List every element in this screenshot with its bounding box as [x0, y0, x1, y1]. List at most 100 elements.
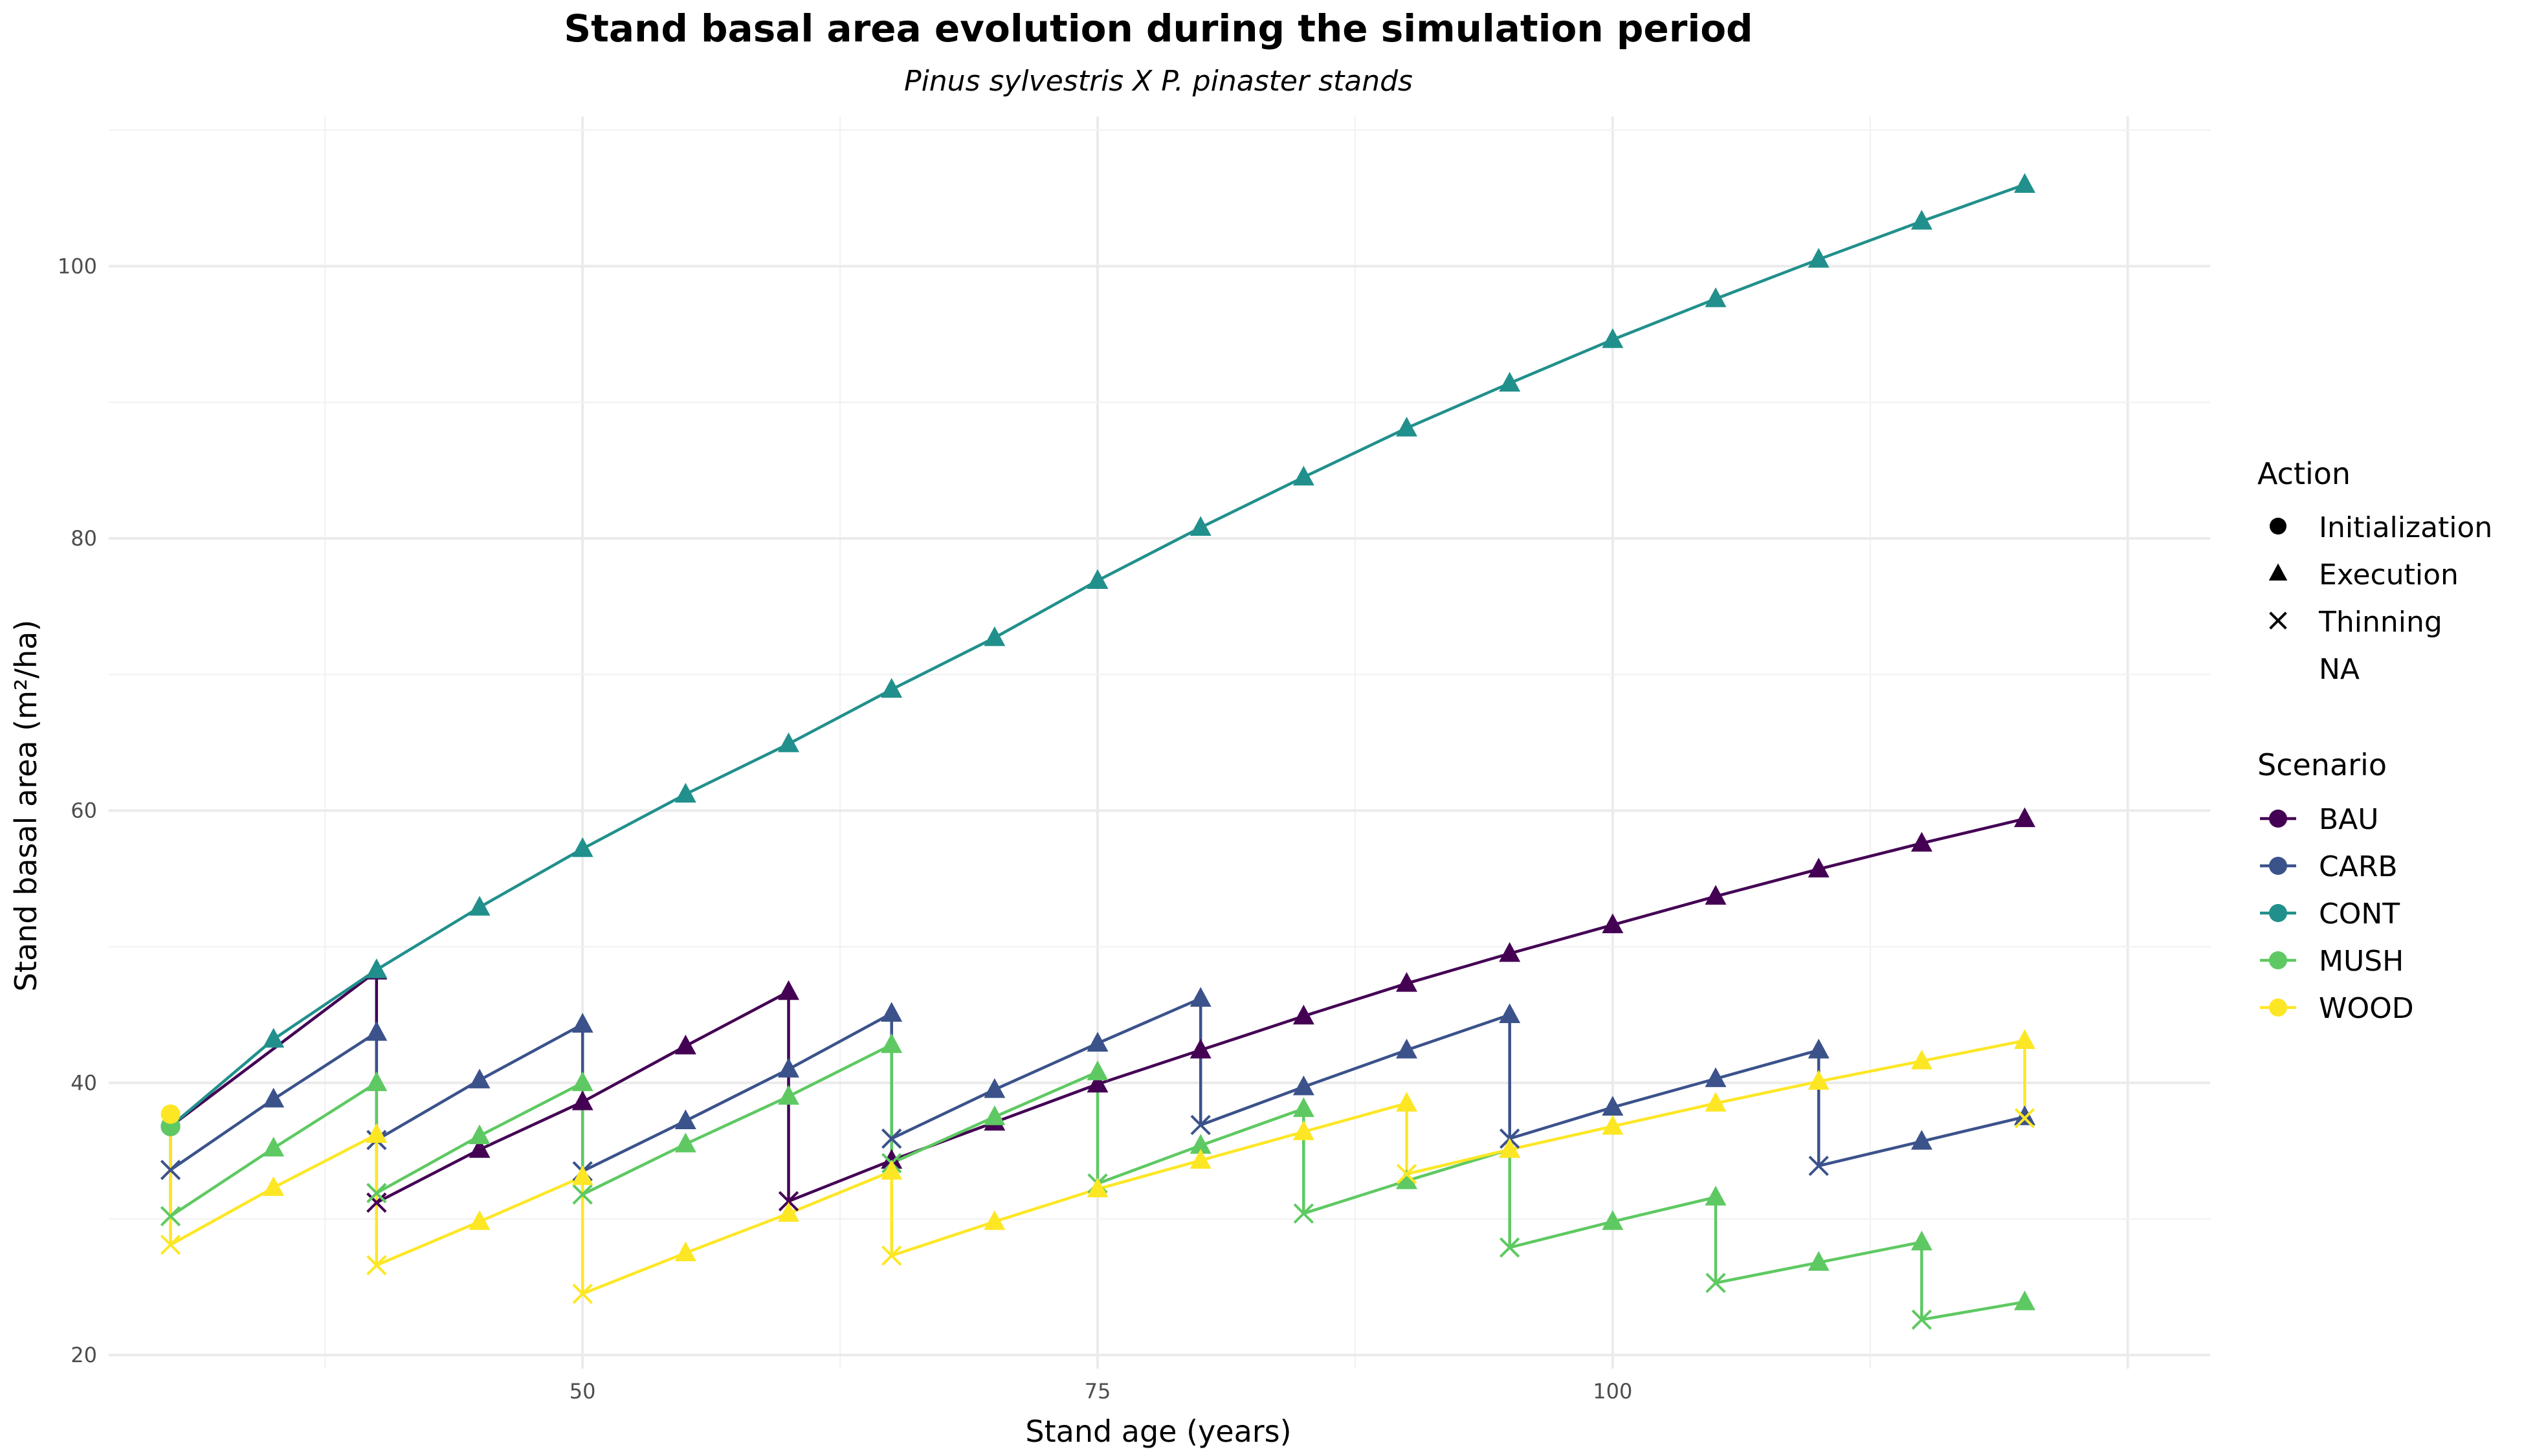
marker-bau-execution: [778, 980, 799, 1000]
marker-carb-execution: [674, 1109, 696, 1130]
marker-mush-execution: [263, 1136, 285, 1157]
marker-cont-execution: [674, 782, 696, 803]
chart-title: Stand basal area evolution during the si…: [564, 6, 1753, 50]
marker-wood-execution: [1910, 1049, 1932, 1070]
legend-key-dot-wood: [2269, 998, 2287, 1017]
legend-scenario-label: WOOD: [2319, 992, 2414, 1025]
marker-cont-execution: [1602, 328, 1624, 348]
legend: Action Initialization Execution Thinning NA…: [2257, 456, 2492, 1025]
marker-wood-execution: [469, 1210, 491, 1230]
marker-mush-thinning: [1293, 1203, 1314, 1224]
marker-carb-execution: [1808, 1039, 1830, 1059]
legend-scenario-label: CONT: [2319, 898, 2400, 931]
marker-cont-execution: [1499, 371, 1521, 392]
grid: [109, 116, 2210, 1369]
y-tick-label: 80: [71, 526, 97, 551]
marker-carb-execution: [881, 1002, 903, 1022]
marker-carb-execution: [1292, 1075, 1314, 1096]
marker-bau-execution: [1808, 857, 1830, 877]
marker-mush-thinning: [1500, 1237, 1520, 1258]
marker-mush-execution: [571, 1071, 593, 1092]
marker-cont-execution: [1705, 287, 1727, 307]
marker-wood-thinning: [366, 1255, 387, 1275]
legend-key-dot-bau: [2269, 810, 2287, 828]
marker-cont-execution: [1910, 210, 1932, 230]
legend-key-initialization: [2270, 518, 2286, 535]
marker-cont-execution: [1396, 416, 1417, 437]
legend-action-label: Thinning: [2318, 606, 2442, 639]
marker-mush-execution: [984, 1105, 1006, 1125]
marker-carb-execution: [1910, 1130, 1932, 1150]
marker-cont-execution: [778, 732, 799, 753]
marker-wood-execution: [1087, 1177, 1109, 1198]
marker-carb-execution: [1705, 1067, 1727, 1087]
chart-subtitle: Pinus sylvestris X P. pinaster stands: [904, 65, 1413, 98]
marker-mush-execution: [2014, 1290, 2035, 1310]
marker-mush-execution: [674, 1132, 696, 1153]
y-tick-label: 20: [71, 1343, 97, 1367]
marker-cont-execution: [2014, 173, 2035, 193]
marker-carb-thinning: [1808, 1155, 1829, 1176]
marker-bau-execution: [571, 1090, 593, 1110]
marker-carb-thinning: [881, 1128, 902, 1149]
legend-scenario-label: BAU: [2319, 803, 2379, 836]
marker-carb-execution: [1087, 1031, 1109, 1052]
marker-bau-execution: [1396, 972, 1417, 992]
marker-bau-execution: [1499, 942, 1521, 962]
marker-wood-thinning: [2014, 1108, 2035, 1129]
y-tick-label: 40: [71, 1070, 97, 1095]
marker-mush-execution: [1910, 1230, 1932, 1251]
marker-bau-execution: [2014, 807, 2035, 828]
marker-cont-execution: [469, 896, 491, 916]
marker-mush-thinning: [160, 1206, 181, 1227]
marker-bau-execution: [1705, 885, 1727, 905]
x-tick-label: 50: [570, 1379, 596, 1404]
marker-cont-execution: [881, 678, 903, 698]
marker-bau-execution: [1910, 832, 1932, 852]
marker-wood-thinning: [572, 1283, 593, 1304]
legend-actions: Initialization Execution Thinning NA: [2268, 511, 2492, 686]
marker-carb-execution: [778, 1057, 799, 1078]
legend-scenario-label: CARB: [2319, 850, 2398, 883]
marker-mush-thinning: [1705, 1272, 1726, 1294]
legend-key-dot-carb: [2269, 857, 2287, 875]
marker-bau-execution: [1292, 1004, 1314, 1025]
marker-mush-thinning: [366, 1183, 387, 1204]
marker-mush-thinning: [1911, 1309, 1932, 1330]
marker-bau-thinning: [778, 1191, 799, 1211]
x-axis-title: Stand age (years): [1025, 1414, 1291, 1449]
marker-cont-execution: [984, 626, 1006, 646]
marker-cont-execution: [366, 958, 388, 978]
marker-carb-execution: [2014, 1105, 2035, 1125]
marker-carb-execution: [571, 1013, 593, 1033]
marker-cont-execution: [1808, 248, 1830, 268]
marker-wood-execution: [984, 1210, 1006, 1230]
marker-cont-execution: [1190, 516, 1212, 536]
legend-scenario-title: Scenario: [2257, 747, 2387, 782]
marker-mush-execution: [1808, 1251, 1830, 1271]
marker-bau-thinning: [366, 1192, 387, 1213]
marker-wood-thinning: [160, 1234, 181, 1255]
legend-key-dot-mush: [2269, 951, 2287, 969]
x-axis-ticks: 50 75 100: [570, 1379, 1633, 1404]
marker-mush-execution: [1292, 1097, 1314, 1118]
marker-wood-execution: [571, 1165, 593, 1186]
marker-cont-execution: [1292, 465, 1314, 486]
marker-mush-execution: [778, 1085, 799, 1105]
series-line-carb: [169, 997, 2026, 1173]
series-markers: [160, 173, 2035, 1330]
y-tick-label: 100: [58, 254, 97, 278]
marker-mush-execution: [366, 1071, 388, 1092]
marker-wood-thinning: [1396, 1164, 1417, 1184]
marker-bau-execution: [1602, 913, 1624, 934]
marker-bau-execution: [881, 1149, 903, 1169]
marker-wood-execution: [674, 1241, 696, 1262]
marker-carb-execution: [366, 1020, 388, 1041]
marker-bau-execution: [1190, 1039, 1212, 1059]
marker-wood-execution: [1808, 1070, 1830, 1090]
legend-key-execution: [2268, 563, 2288, 581]
marker-mush-execution: [1602, 1210, 1624, 1230]
legend-action-title: Action: [2257, 456, 2351, 491]
marker-bau-execution: [1087, 1072, 1109, 1093]
